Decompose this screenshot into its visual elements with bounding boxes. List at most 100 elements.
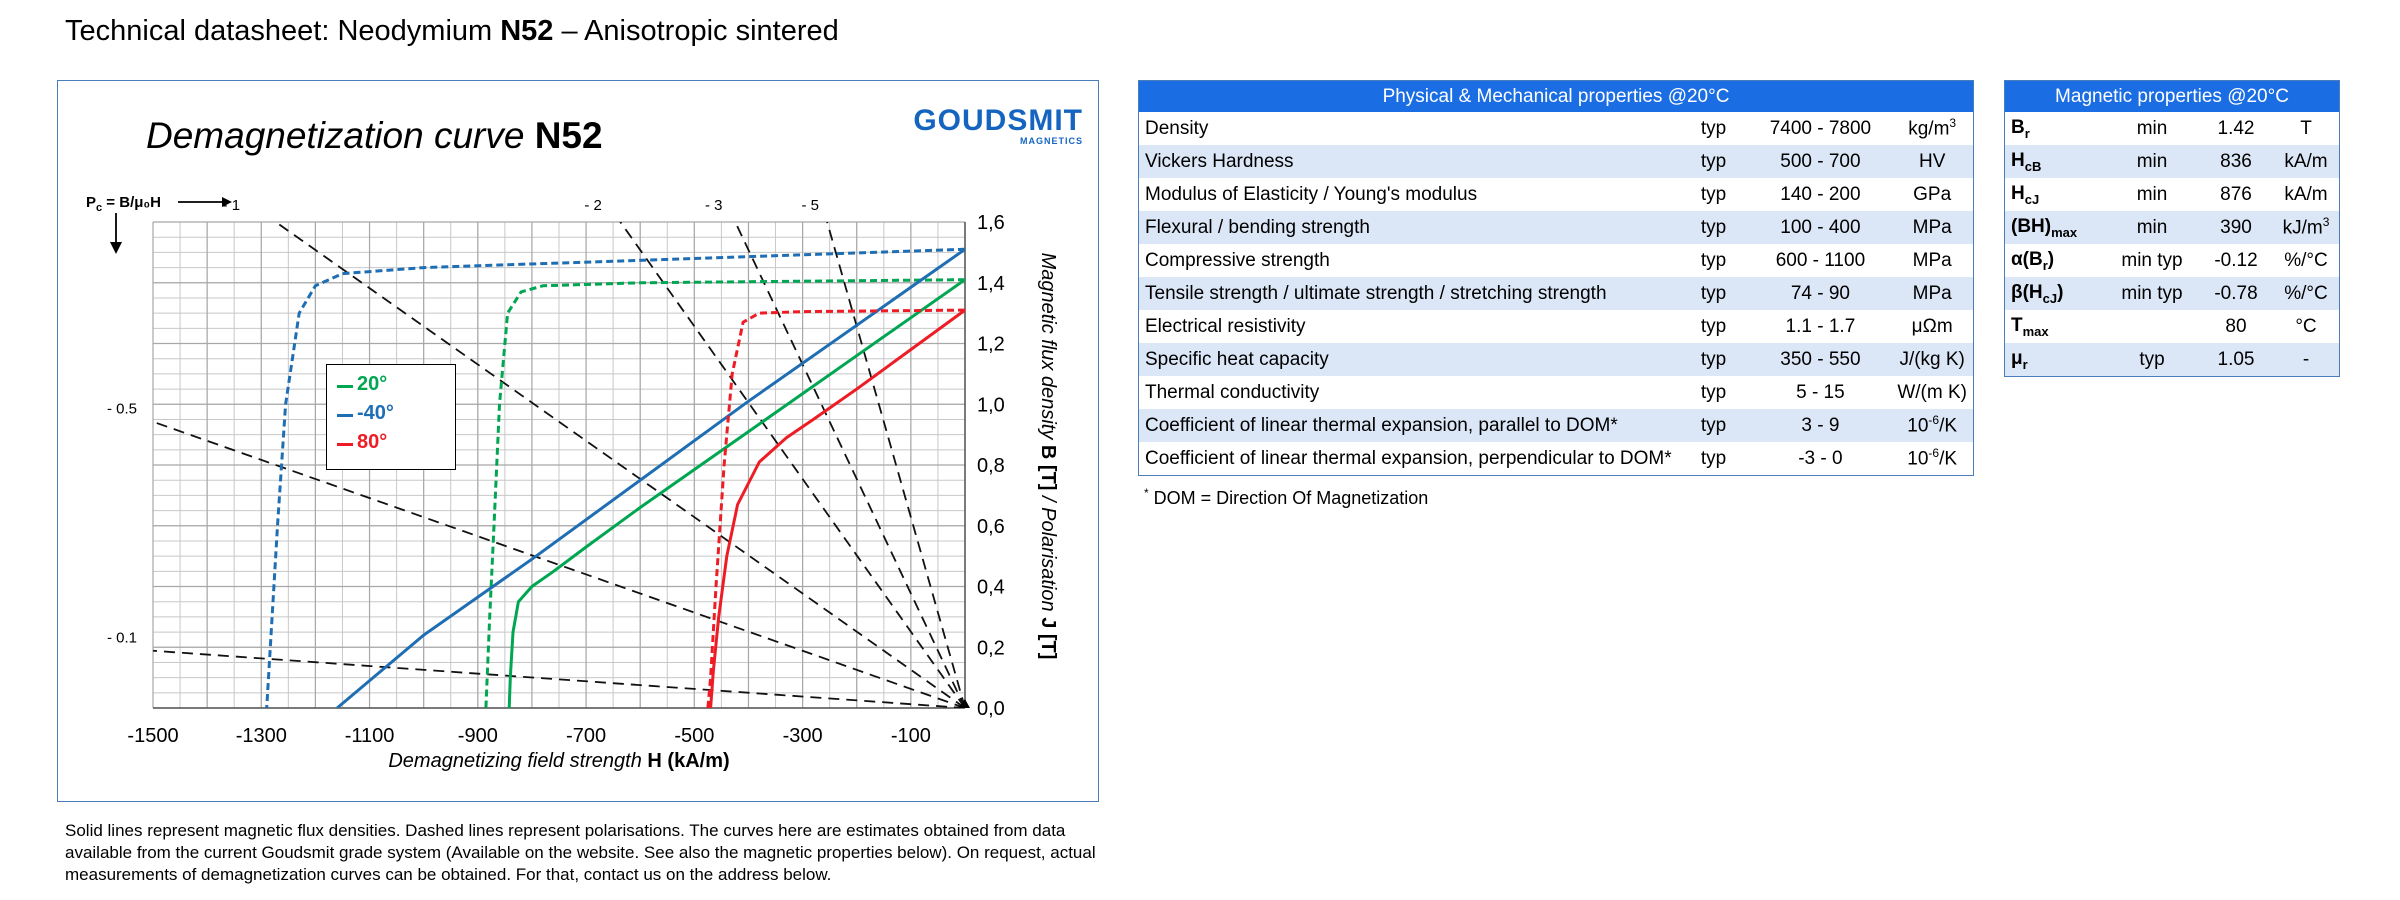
unit-text: T [2300,117,2312,139]
magnetic-qualifier [2105,310,2199,343]
symbol-subscript: r [2022,356,2028,372]
property-qualifier: typ [1700,249,1727,271]
property-qualifier: typ [1677,145,1750,178]
property-value: 74 - 90 [1749,277,1892,310]
symbol-text: T [2011,314,2023,336]
legend-label-80: 80° [357,431,388,453]
magnetic-symbol: α(Br) [2005,244,2106,277]
chart-title-prefix: Demagnetization curve [146,115,535,156]
y-tick-label: 1,4 [977,273,1005,295]
x-tick-label: -1500 [127,725,178,747]
magnetic-unit: kA/m [2273,145,2340,178]
property-value: 5 - 15 [1796,381,1845,403]
pc-formula: = B/μ₀H [102,194,161,211]
magnetic-symbol: (BH)max [2004,211,2105,244]
page-title-grade: N52 [500,15,554,47]
property-unit: 10-6/K [1891,442,1973,476]
unit-text: W/(m K) [1897,381,1967,403]
y-tick-label: 0,2 [977,637,1005,659]
y-tick-label: 1,2 [977,334,1005,356]
table-row: Density typ 7400 - 7800 kg/m3 [1139,112,1974,145]
magnetic-qualifier: min typ [2105,277,2199,310]
property-unit: GPa [1891,178,1973,211]
magnetic-qualifier: min [2136,117,2168,139]
table-row: Modulus of Elasticity / Young's modulus t… [1139,178,1974,211]
magnetic-table-body: Br min 1.42 T HcB min 836 kA/m HcJ min 876 kA/m (BH)… [2004,112,2340,377]
legend-item-20: 20° [337,373,388,396]
symbol-subscript: r [2024,125,2030,141]
y-tick-label: 0,6 [977,516,1005,538]
curve-J-80 [706,308,965,708]
magnetic-unit: T [2273,112,2340,145]
symbol-text: α(B [2011,248,2043,270]
unit-text: %/°C [2284,282,2328,304]
table-row: α(Br) min typ -0.12 %/°C [2005,244,2340,277]
y-tick-label: 1,6 [977,212,1005,234]
x-tick-label: -900 [458,725,498,747]
property-unit: HV [1891,145,1974,178]
unit-superscript: -6 [1928,413,1940,428]
load-line [826,222,965,708]
load-line-label: - 0.1 [107,630,137,647]
pc-label: Pc = B/μ₀H [86,194,161,214]
magnetic-unit: %/°C [2273,244,2340,277]
property-unit: MPa [1891,211,1974,244]
property-name: Specific heat capacity [1138,343,1678,376]
logo-sub-text: MAGNETICS [1020,136,1083,146]
load-line-label: - 2 [584,197,602,214]
curve-B-minus40 [336,248,965,708]
magnetic-value: 876 [2220,183,2252,205]
property-value: 100 - 400 [1749,211,1892,244]
table-row: Br min 1.42 T [2005,112,2340,145]
symbol-text: β(H [2011,281,2043,303]
magnetic-qualifier: min [2136,183,2168,205]
magnetic-unit: kA/m [2273,178,2340,211]
legend-swatch-80 [337,443,353,446]
unit-text: kA/m [2284,183,2328,205]
curve-B-20 [507,278,965,708]
goudsmit-logo: GOUDSMIT MAGNETICS [873,106,1083,147]
table-row: Tensile strength / ultimate strength / s… [1138,277,1974,310]
magnetic-symbol: μr [2004,343,2105,377]
unit-text: °C [2295,315,2317,337]
symbol-subscript: r [2042,257,2048,273]
property-unit: MPa [1891,277,1974,310]
magnetic-value: 390 [2199,211,2273,244]
pc-arrowhead-down [110,242,122,254]
table-row: β(HcJ) min typ -0.78 %/°C [2004,277,2340,310]
symbol-subscript: max [2051,224,2078,240]
curve-J-20 [484,278,965,708]
table-row: Specific heat capacity typ 350 - 550 J/(kg … [1138,343,1974,376]
property-value: 7400 - 7800 [1769,117,1872,139]
symbol-subscript: max [2022,323,2049,339]
legend-label-20: 20° [357,373,388,395]
magnetic-symbol: HcJ [2005,178,2106,211]
property-value: 600 - 1100 [1775,249,1866,271]
legend-item-minus40: -40° [337,402,394,425]
magnetic-unit: %/°C [2273,277,2340,310]
magnetic-symbol: Tmax [2005,310,2106,343]
property-name: Coefficient of linear thermal expansion,… [1138,409,1678,442]
magnetic-qualifier: min [2105,211,2199,244]
chart-panel [57,80,1099,802]
dom-footnote: * DOM = Direction Of Magnetization [1144,486,1428,509]
chart-title: Demagnetization curve N52 [146,115,603,157]
load-line-label: - 3 [705,197,723,214]
magnetic-qualifier: min [2105,145,2199,178]
unit-text: MPa [1912,216,1952,238]
property-name: Electrical resistivity [1145,315,1306,337]
unit-text: MPa [1912,282,1952,304]
magnetic-value: 1.05 [2199,343,2273,377]
magnetic-unit: °C [2273,310,2340,343]
legend-item-80: 80° [337,431,388,454]
property-name: Tensile strength / ultimate strength / s… [1138,277,1678,310]
property-name: Vickers Hardness [1138,145,1678,178]
symbol-subscript: cJ [2024,191,2040,207]
symbol-text: H [2011,149,2025,171]
property-value: 350 - 550 [1749,343,1892,376]
property-qualifier: typ [1700,183,1727,205]
property-unit: MPa [1891,244,1973,277]
footnote-star: * [1144,486,1149,500]
property-value: 140 - 200 [1780,183,1861,205]
physical-table-header: Physical & Mechanical properties @20°C [1138,80,1974,112]
